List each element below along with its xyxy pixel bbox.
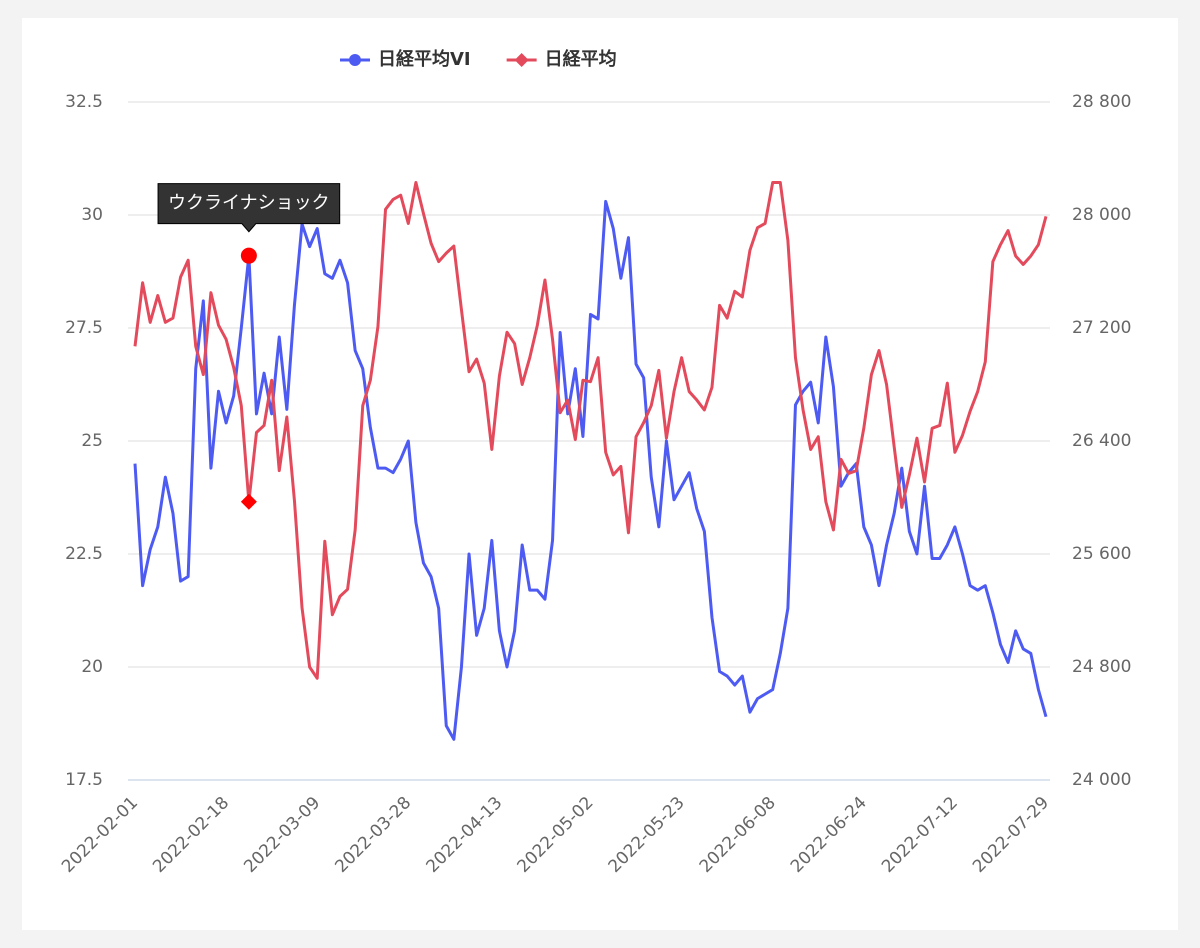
annotation: ウクライナショック — [157, 183, 341, 233]
highlight-point — [240, 247, 257, 264]
legend-label: 日経平均 — [545, 48, 617, 70]
legend-label: 日経平均VI — [378, 48, 471, 70]
y-tick-label: 32.5 — [65, 92, 103, 112]
x-tick-label: 2022-07-29 — [969, 793, 1053, 877]
y-tick-label: 17.5 — [65, 770, 103, 790]
x-tick-label: 2022-05-02 — [514, 793, 598, 877]
x-tick-label: 2022-02-01 — [58, 793, 142, 877]
y-tick-label: 25 — [81, 431, 103, 451]
y2-tick-label: 24 000 — [1072, 770, 1131, 790]
x-tick-label: 2022-06-08 — [696, 793, 780, 877]
y-tick-label: 22.5 — [65, 544, 103, 564]
legend-item: 日経平均 — [506, 48, 617, 70]
x-tick-label: 2022-05-23 — [605, 793, 689, 877]
annotation-text: ウクライナショック — [168, 193, 330, 214]
series-line — [133, 199, 1048, 741]
x-tick-label: 2022-03-09 — [240, 793, 324, 877]
series-line — [133, 181, 1048, 680]
y-tick-label: 30 — [81, 205, 103, 225]
x-tick-label: 2022-06-24 — [787, 793, 871, 877]
y2-tick-label: 25 600 — [1072, 544, 1131, 564]
x-tick-label: 2022-03-28 — [331, 793, 415, 877]
highlight-point — [240, 493, 257, 510]
annotation-box — [157, 183, 341, 233]
x-tick-label: 2022-07-12 — [878, 793, 962, 877]
y2-tick-label: 28 000 — [1072, 205, 1131, 225]
x-tick-label: 2022-04-13 — [422, 793, 506, 877]
y2-tick-label: 24 800 — [1072, 657, 1131, 677]
legend-marker — [514, 53, 529, 67]
legend-marker — [349, 54, 361, 66]
y-tick-label: 27.5 — [65, 318, 103, 338]
y2-tick-label: 26 400 — [1072, 431, 1131, 451]
y2-tick-label: 27 200 — [1072, 318, 1131, 338]
panel — [22, 18, 1178, 930]
x-tick-label: 2022-02-18 — [149, 793, 233, 877]
y2-tick-label: 28 800 — [1072, 92, 1131, 112]
y-tick-label: 20 — [81, 657, 103, 677]
legend-item: 日経平均VI — [340, 48, 471, 70]
